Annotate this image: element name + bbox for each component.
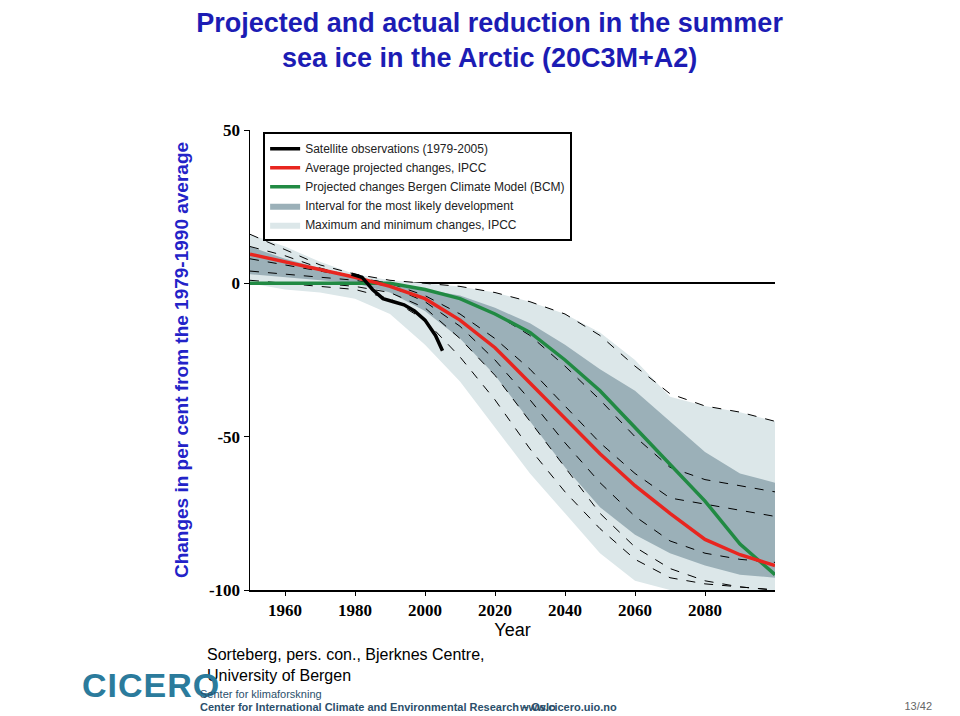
svg-text:-50: -50 (217, 428, 240, 447)
svg-text:2000: 2000 (408, 601, 442, 620)
svg-text:2060: 2060 (618, 601, 652, 620)
svg-text:1980: 1980 (338, 601, 372, 620)
html-text:www.cicero.uio.no: www.cicero.uio.no (520, 701, 617, 713)
html-text:CICERO: CICERO (82, 666, 221, 704)
svg-text:Changes in per cent from the 1: Changes in per cent from the 1979-1990 a… (171, 142, 192, 578)
svg-text:50: 50 (223, 121, 240, 140)
svg-text:Projected changes Bergen Clima: Projected changes Bergen Climate Model (… (305, 180, 564, 194)
svg-text:-100: -100 (209, 581, 240, 600)
svg-text:2020: 2020 (478, 601, 512, 620)
html-text:Senter for klimaforskning: Senter for klimaforskning (200, 688, 322, 700)
svg-text:Projected and actual reduction: Projected and actual reduction in the su… (196, 8, 783, 73)
svg-text:Average projected changes, IPC: Average projected changes, IPCC (305, 161, 487, 175)
svg-text:2040: 2040 (548, 601, 582, 620)
svg-text:Interval for the most likely d: Interval for the most likely development (305, 199, 514, 213)
svg-text:Maximum and minimum changes, I: Maximum and minimum changes, IPCC (305, 218, 517, 232)
svg-text:2080: 2080 (688, 601, 722, 620)
html-text:13/42: 13/42 (904, 700, 932, 712)
svg-text:0: 0 (232, 274, 241, 293)
svg-text:Year: Year (494, 620, 530, 640)
html-text:Center for International Clima: Center for International Climate and Env… (200, 701, 556, 713)
svg-text:Sorteberg, pers. con., Bjerkne: Sorteberg, pers. con., Bjerknes Centre,U… (207, 646, 484, 684)
svg-text:1960: 1960 (268, 601, 302, 620)
svg-text:Satellite observations (1979-2: Satellite observations (1979-2005) (305, 142, 488, 156)
